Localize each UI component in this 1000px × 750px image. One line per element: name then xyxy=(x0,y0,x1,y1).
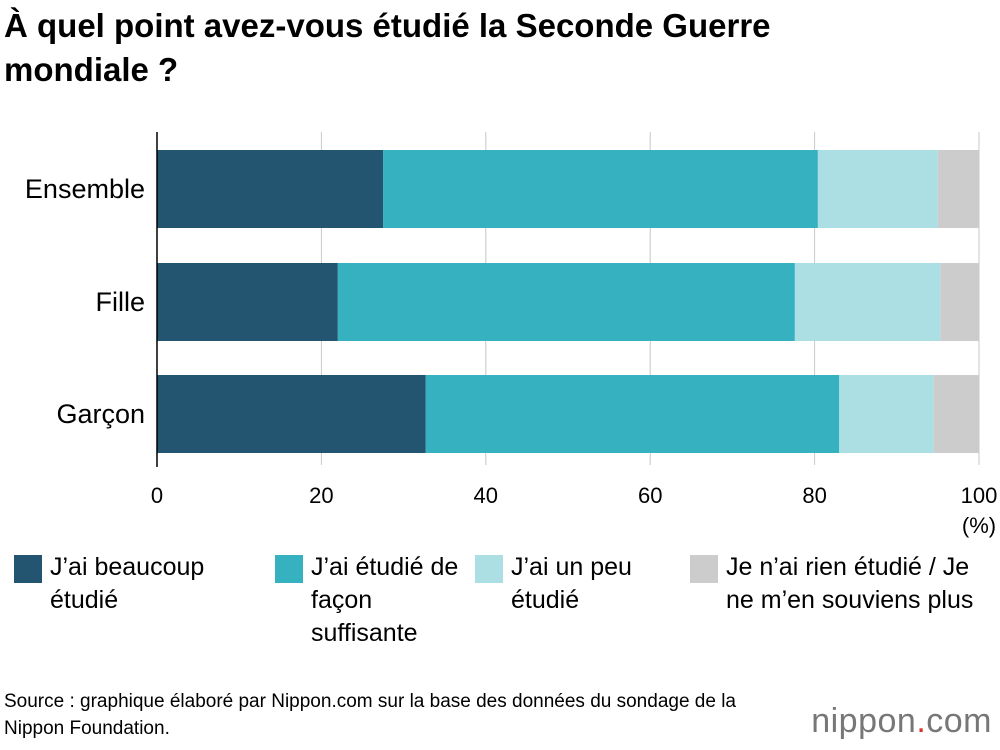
legend-swatch xyxy=(275,555,303,583)
bar-segment xyxy=(157,375,426,453)
bar-segment xyxy=(940,263,979,341)
bar-segment xyxy=(337,263,795,341)
bar-segment xyxy=(937,150,979,228)
bar-segment xyxy=(425,375,840,453)
x-tick-label: 40 xyxy=(474,483,498,508)
bar-segment xyxy=(817,150,938,228)
x-tick-label: 100 xyxy=(961,483,998,508)
bar-segment xyxy=(383,150,818,228)
bar-segment xyxy=(839,375,934,453)
y-tick-label: Garçon xyxy=(56,399,145,429)
legend-label: J’ai étudié de façon suffisante xyxy=(311,553,459,647)
chart-title: À quel point avez-vous étudié la Seconde… xyxy=(4,7,771,88)
bar-segment xyxy=(794,263,941,341)
logo-tld: com xyxy=(926,702,992,740)
legend-swatch xyxy=(475,555,503,583)
legend-label: J’ai un peu étudié xyxy=(511,553,632,614)
bar-segment xyxy=(933,375,979,453)
x-axis-unit: (%) xyxy=(962,513,996,538)
y-tick-label: Fille xyxy=(95,287,145,317)
source-note: Source : graphique élaboré par Nippon.co… xyxy=(4,691,737,739)
x-tick-label: 0 xyxy=(151,483,163,508)
logo: nippon.com xyxy=(811,702,992,741)
x-tick-label: 80 xyxy=(802,483,826,508)
y-tick-label: Ensemble xyxy=(25,174,145,204)
bar-segment xyxy=(157,263,338,341)
x-tick-label: 60 xyxy=(638,483,662,508)
bar-segment xyxy=(157,150,384,228)
logo-name: nippon xyxy=(811,702,917,740)
legend-swatch xyxy=(690,555,718,583)
legend-label: Je n’ai rien étudié / Je ne m’en souvien… xyxy=(726,553,974,614)
x-tick-label: 20 xyxy=(309,483,333,508)
logo-dot: . xyxy=(916,702,927,740)
legend-swatch xyxy=(14,555,42,583)
legend-label: J’ai beaucoup étudié xyxy=(50,553,205,614)
